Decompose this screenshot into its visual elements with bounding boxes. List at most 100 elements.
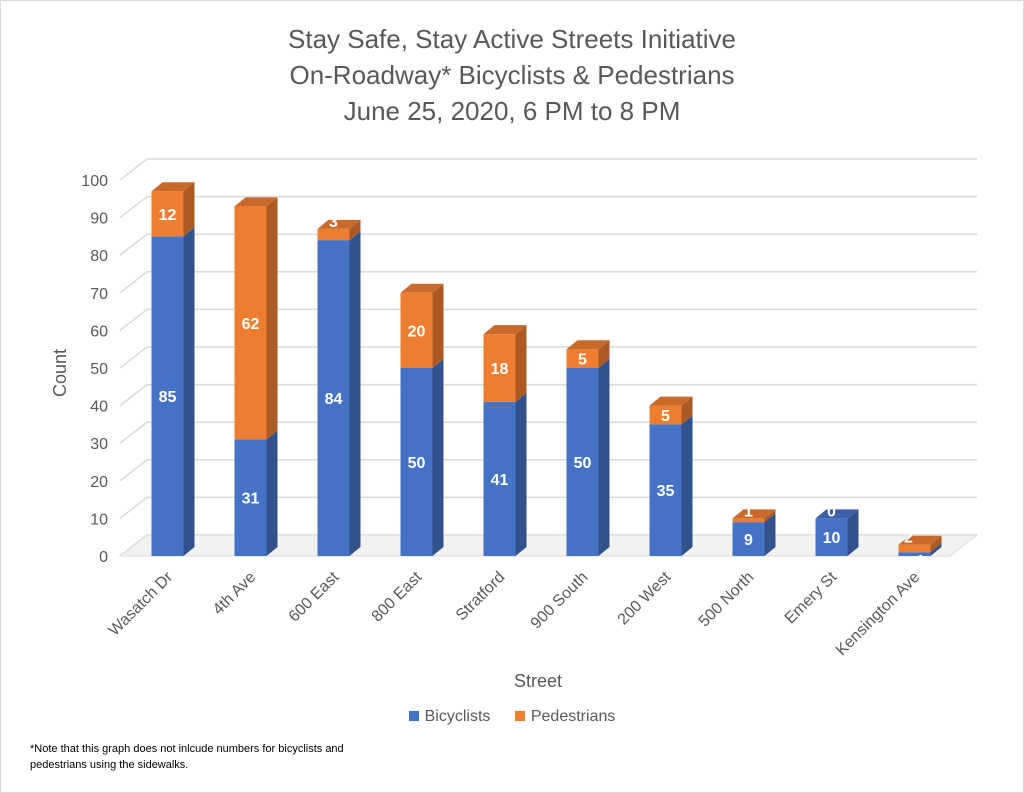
- bar-bicyclists: [898, 552, 931, 556]
- bar-top: [400, 283, 444, 293]
- bar-side-pedestrians: [598, 340, 610, 368]
- legend-swatch-bicyclists: [408, 710, 419, 721]
- x-tick-label: Stratford: [453, 569, 508, 624]
- data-label-bicyclists: 41: [491, 472, 509, 489]
- bar-side-pedestrians: [930, 535, 942, 553]
- data-label-bicyclists: 50: [574, 455, 592, 472]
- gridline-side: [119, 459, 148, 482]
- data-label-bicyclists: 85: [159, 389, 177, 406]
- bar-side-bicyclists: [266, 430, 278, 556]
- legend-swatch-pedestrians: [514, 710, 525, 721]
- x-tick-label: Kensington Ave: [833, 569, 924, 660]
- data-label-pedestrians: 3: [329, 214, 338, 231]
- y-tick-label: 10: [90, 511, 108, 528]
- y-tick-label: 60: [90, 323, 108, 340]
- bar-top: [649, 396, 693, 406]
- gridline-side: [119, 346, 148, 369]
- data-label-bicyclists: 1: [916, 553, 925, 570]
- bar-side-bicyclists: [847, 509, 859, 556]
- bar-side-pedestrians: [183, 182, 195, 237]
- bar-pedestrians: [732, 518, 765, 523]
- data-label-pedestrians: 12: [159, 207, 177, 224]
- gridline-side: [119, 308, 148, 331]
- y-tick-label: 20: [90, 474, 108, 491]
- gridline-side: [119, 384, 148, 407]
- gridline-side: [119, 496, 148, 519]
- bar-top: [732, 509, 776, 519]
- bar-side-pedestrians: [515, 325, 527, 402]
- legend-label-bicyclists: Bicyclists: [424, 708, 491, 725]
- bar-side-bicyclists: [432, 359, 444, 556]
- x-tick-label: 600 East: [286, 568, 343, 625]
- x-tick-label: 4th Ave: [210, 569, 260, 619]
- bar-side-bicyclists: [764, 513, 776, 556]
- chart-title-line-3: June 25, 2020, 6 PM to 8 PM: [343, 96, 681, 126]
- bar-top: [483, 325, 527, 335]
- bar-top: [234, 197, 278, 207]
- legend: Bicyclists Pedestrians: [0, 708, 1024, 726]
- bar-pedestrians: [649, 405, 682, 425]
- data-label-pedestrians: 62: [242, 316, 260, 333]
- data-label-bicyclists: 10: [823, 530, 841, 547]
- bar-pedestrians: [898, 544, 931, 553]
- bar-side-pedestrians: [681, 396, 693, 425]
- bar-side-bicyclists: [930, 543, 942, 556]
- bar-pedestrians: [566, 349, 599, 368]
- data-label-pedestrians: 1: [744, 503, 753, 520]
- y-tick-label: 100: [81, 173, 108, 190]
- data-label-pedestrians: 2: [904, 530, 913, 547]
- bar-bicyclists: [151, 236, 184, 556]
- y-tick-label: 90: [90, 211, 108, 228]
- y-tick-label: 0: [99, 549, 108, 566]
- y-axis-title: Count: [50, 349, 70, 397]
- bar-pedestrians: [317, 228, 350, 241]
- bar-top: [815, 509, 859, 519]
- data-label-pedestrians: 20: [408, 323, 426, 340]
- gridline-side: [119, 158, 148, 181]
- x-tick-label: 200 West: [615, 568, 675, 628]
- bar-bicyclists: [649, 424, 682, 556]
- gridline-side: [119, 196, 148, 219]
- bar-top: [566, 340, 610, 350]
- bar-bicyclists: [483, 401, 516, 556]
- y-tick-label: 40: [90, 399, 108, 416]
- bar-pedestrians: [151, 191, 184, 237]
- data-label-bicyclists: 9: [744, 532, 753, 549]
- bar-side-pedestrians: [349, 219, 361, 241]
- data-label-pedestrians: 0: [827, 503, 836, 520]
- gridline-side: [119, 233, 148, 256]
- x-tick-label: 900 South: [528, 569, 592, 633]
- legend-item-bicyclists: Bicyclists: [408, 708, 491, 726]
- bar-side-bicyclists: [349, 231, 361, 556]
- bar-pedestrians: [400, 292, 433, 368]
- footnote: *Note that this graph does not inlcude n…: [30, 743, 344, 771]
- legend-item-pedestrians: Pedestrians: [514, 708, 616, 726]
- bar-side-pedestrians: [432, 283, 444, 368]
- bar-top: [898, 535, 942, 545]
- gridline-side: [119, 421, 148, 444]
- x-tick-label: Wasatch Dr: [106, 568, 177, 639]
- chart-title-line-2: On-Roadway* Bicyclists & Pedestrians: [289, 60, 735, 90]
- y-tick-label: 50: [90, 361, 108, 378]
- x-tick-label: 500 North: [696, 569, 758, 631]
- data-label-bicyclists: 35: [657, 483, 675, 500]
- bar-top: [151, 182, 195, 192]
- data-label-bicyclists: 84: [325, 391, 343, 408]
- data-label-bicyclists: 50: [408, 455, 426, 472]
- data-label-pedestrians: 5: [661, 408, 670, 425]
- bar-side-pedestrians: [266, 197, 278, 440]
- bar-bicyclists: [566, 368, 599, 556]
- bar-side-bicyclists: [515, 392, 527, 556]
- data-label-bicyclists: 31: [242, 491, 260, 508]
- x-axis-title: Street: [514, 671, 562, 691]
- data-label-pedestrians: 5: [578, 352, 587, 369]
- bar-side-bicyclists: [681, 415, 693, 556]
- bar-bicyclists: [234, 439, 267, 556]
- bar-pedestrians: [483, 334, 516, 402]
- y-tick-label: 80: [90, 248, 108, 265]
- legend-label-pedestrians: Pedestrians: [530, 708, 616, 725]
- bar-bicyclists: [815, 518, 848, 556]
- data-label-pedestrians: 18: [491, 361, 509, 378]
- y-tick-label: 70: [90, 286, 108, 303]
